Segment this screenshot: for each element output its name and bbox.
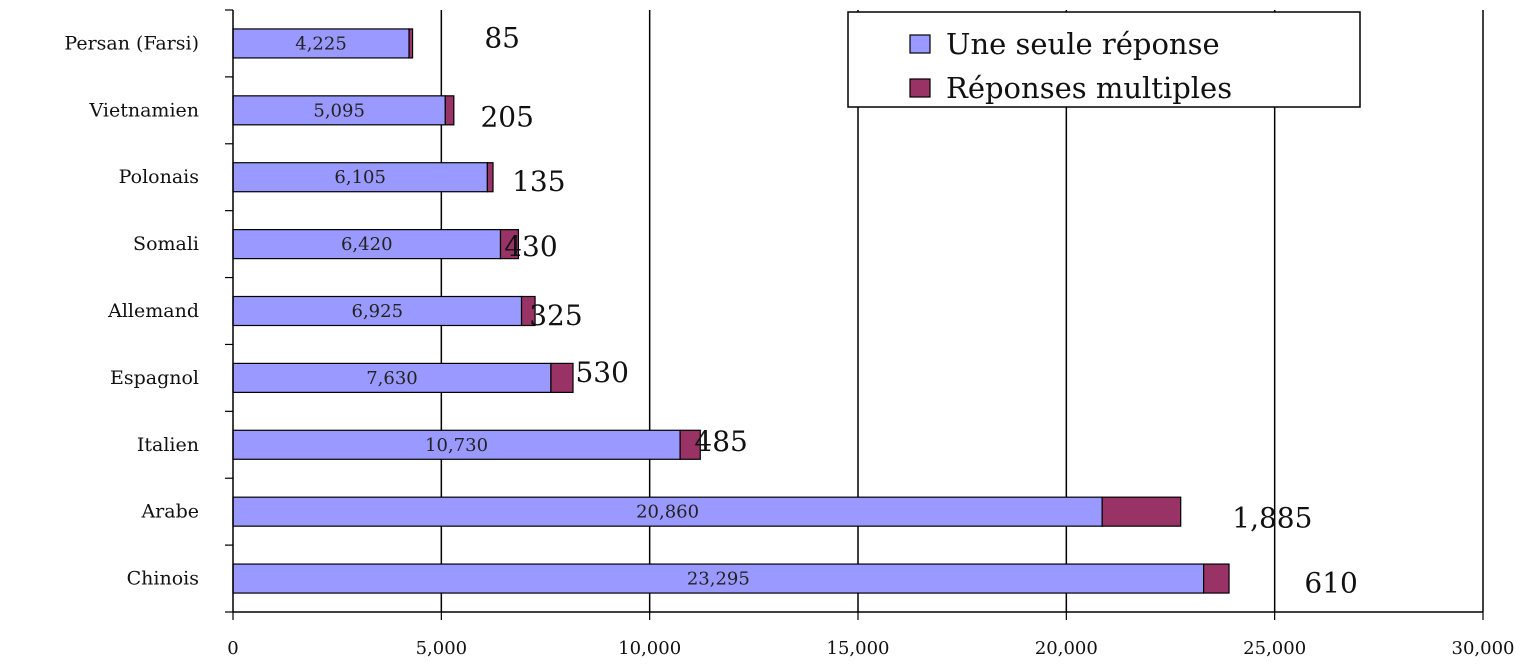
category-label: Somali xyxy=(133,233,199,255)
bar-multiple-7 xyxy=(1101,496,1182,527)
data-label-multiple: 530 xyxy=(575,356,628,389)
data-label-single: 4,225 xyxy=(295,33,347,54)
data-label-multiple: 85 xyxy=(484,21,520,54)
bar-multiple-8 xyxy=(1203,563,1230,594)
x-tick-label: 10,000 xyxy=(618,638,681,659)
legend-label: Une seule réponse xyxy=(946,27,1220,61)
bar-single-5 xyxy=(232,362,552,393)
data-label-single: 10,730 xyxy=(425,435,488,456)
bar-single-8 xyxy=(232,563,1205,594)
category-label: Allemand xyxy=(107,300,199,322)
bar-single-0 xyxy=(232,28,410,59)
x-tick-label: 25,000 xyxy=(1243,638,1306,659)
data-label-multiple: 325 xyxy=(529,299,582,332)
data-label-multiple: 485 xyxy=(694,425,747,458)
category-label: Vietnamien xyxy=(89,99,199,121)
data-label-multiple: 1,885 xyxy=(1232,502,1312,535)
data-label-multiple: 430 xyxy=(504,230,557,263)
category-label: Espagnol xyxy=(110,367,199,389)
bar-multiple-3 xyxy=(499,229,520,260)
data-label-multiple: 135 xyxy=(512,165,565,198)
data-label-single: 6,105 xyxy=(334,167,386,188)
data-label-single: 7,630 xyxy=(366,368,418,389)
bar-multiple-4 xyxy=(520,295,536,327)
bar-multiple-1 xyxy=(444,95,455,126)
data-label-single: 6,420 xyxy=(341,234,393,255)
bars xyxy=(232,28,1230,594)
bar-multiple-0 xyxy=(408,28,414,59)
bar-multiple-5 xyxy=(550,362,574,393)
data-label-single: 20,860 xyxy=(636,502,699,523)
bar-multiple-2 xyxy=(486,162,494,193)
category-label: Polonais xyxy=(119,166,199,188)
category-label: Persan (Farsi) xyxy=(64,32,199,54)
x-tick-label: 5,000 xyxy=(416,638,468,659)
bar-multiple-6 xyxy=(679,429,701,460)
axes xyxy=(225,9,1484,620)
x-tick-label: 0 xyxy=(227,638,238,659)
bar-single-7 xyxy=(232,496,1103,527)
bar-single-1 xyxy=(232,95,446,126)
labels: Persan (Farsi) 4,225 85 Vietnamien 5,095 205 P… xyxy=(64,21,1514,659)
category-label: Chinois xyxy=(127,568,199,590)
data-label-single: 6,925 xyxy=(352,301,404,322)
data-label-single: 5,095 xyxy=(313,100,365,121)
data-label-single: 23,295 xyxy=(687,569,750,590)
legend-box xyxy=(847,11,1361,108)
category-label: Arabe xyxy=(140,501,199,523)
data-label-multiple: 205 xyxy=(480,100,533,133)
category-label: Italien xyxy=(137,434,199,456)
legend-swatch xyxy=(909,34,931,54)
legend: Une seule réponse Réponses multiples xyxy=(847,11,1361,108)
legend-label: Réponses multiples xyxy=(946,71,1232,105)
x-tick-label: 30,000 xyxy=(1452,638,1515,659)
x-tick-label: 15,000 xyxy=(827,638,890,659)
x-tick-label: 20,000 xyxy=(1035,638,1098,659)
data-label-multiple: 610 xyxy=(1304,567,1357,600)
bar-single-3 xyxy=(232,229,502,260)
legend-swatch xyxy=(909,78,931,98)
